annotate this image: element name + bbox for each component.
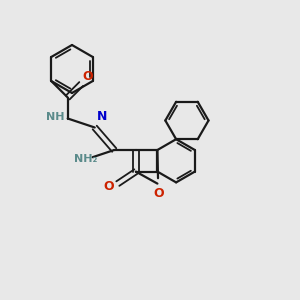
Text: N: N: [97, 110, 107, 123]
Text: NH₂: NH₂: [74, 154, 98, 164]
Text: NH: NH: [46, 112, 64, 122]
Text: O: O: [103, 179, 114, 193]
Text: O: O: [83, 70, 93, 83]
Text: O: O: [153, 187, 164, 200]
